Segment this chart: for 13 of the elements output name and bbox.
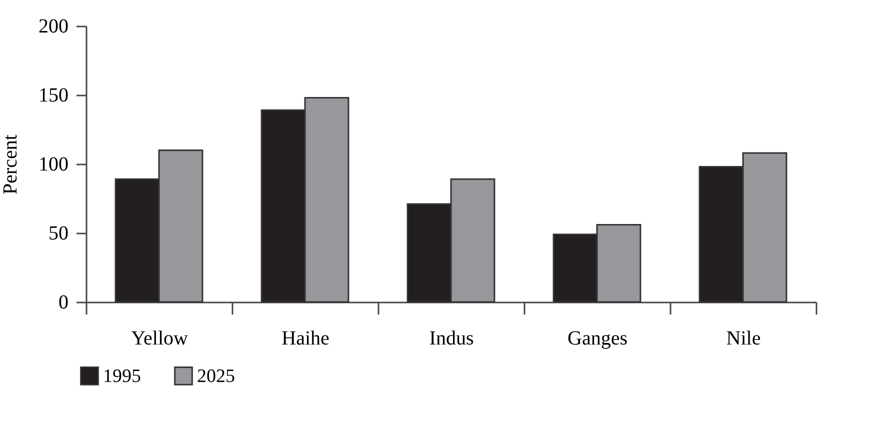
x-tick-label: Nile [726,328,761,350]
y-tick-label: 50 [48,222,68,244]
legend-label: 1995 [103,366,141,387]
x-tick-label: Haihe [282,328,330,350]
legend-label: 2025 [197,366,235,387]
x-tick-label: Indus [429,328,474,350]
y-tick-label: 150 [38,84,68,106]
y-axis-title: Percent [0,134,22,194]
x-tick-label: Yellow [131,328,188,350]
y-tick-label: 100 [38,154,68,176]
y-tick-label: 0 [58,292,68,314]
x-tick-label: Ganges [568,328,628,350]
y-tick-label: 200 [38,16,68,38]
